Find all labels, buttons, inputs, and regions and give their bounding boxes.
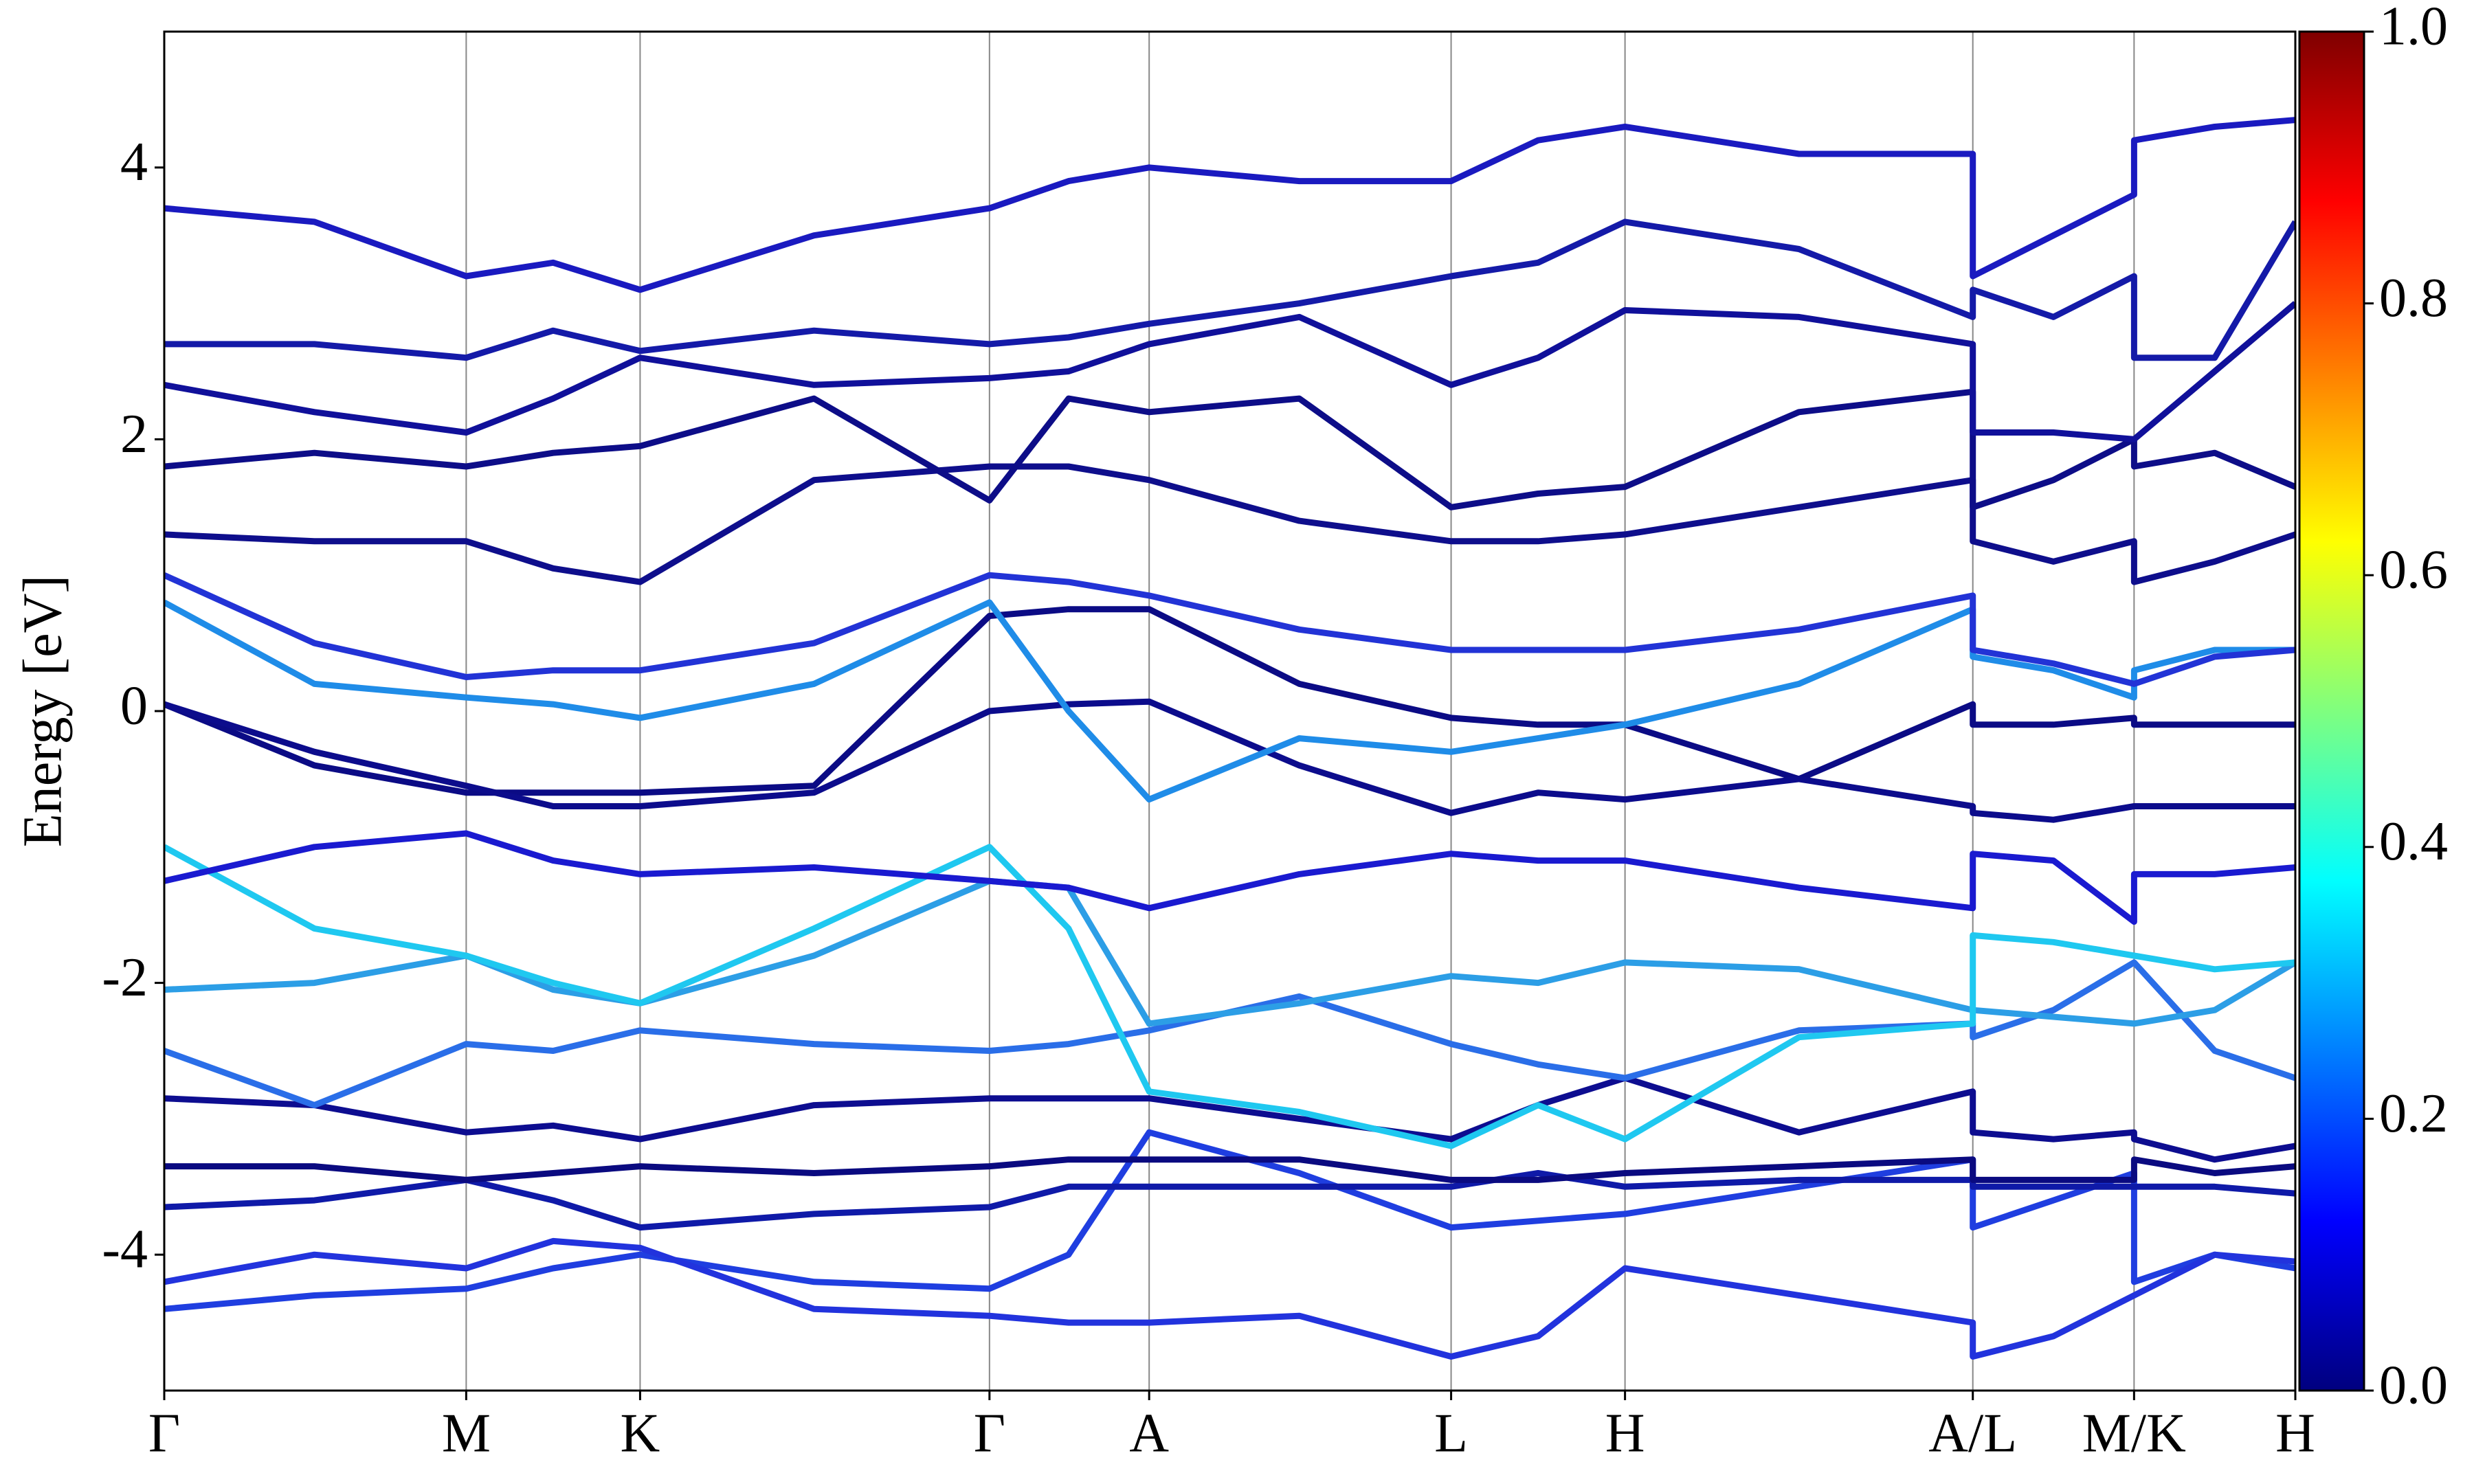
band-line [164,301,2295,442]
band-line [164,877,2295,1027]
band-line [164,606,2295,796]
colorbar-tick-label: 0.6 [2379,540,2448,600]
x-tick-label: A/L [1928,1403,2017,1463]
x-tick-label: A [1129,1403,1169,1463]
band-line [164,830,2295,925]
band-line [164,388,2295,510]
colorbar-tick-label: 0.8 [2379,268,2448,328]
y-axis-label: Energy [eV] [12,575,73,847]
colorbar-tick-label: 0.0 [2379,1355,2448,1415]
colorbar-tick-label: 0.4 [2379,811,2448,872]
band-line [164,572,2295,687]
band-line [164,463,2295,585]
colorbar-tick-label: 0.2 [2379,1083,2448,1144]
y-tick-label: 0 [120,675,148,736]
y-tick-label: -2 [102,947,148,1008]
band-line [164,599,2295,803]
band-line [164,1156,2295,1183]
band-line [164,1075,2295,1163]
x-tick-label: K [621,1403,660,1463]
band-line [164,1237,2295,1360]
y-tick-label: 2 [120,404,148,464]
band-line [164,218,2295,361]
plot-frame [163,30,2297,1392]
x-tick-label: Γ [148,1403,180,1463]
colorbar-tick-label: 1.0 [2379,0,2448,56]
band-line [164,117,2295,293]
x-tick-label: Γ [974,1403,1005,1463]
band-line [164,698,2295,823]
x-tick-label: H [2275,1403,2315,1463]
band-line [164,844,2295,1149]
colorbar [2298,30,2365,1392]
x-tick-label: L [1434,1403,1468,1463]
x-tick-label: M [442,1403,491,1463]
x-tick-label: M/K [2082,1403,2186,1463]
x-tick-label: H [1605,1403,1645,1463]
bands [164,117,2295,1360]
band-line [164,1170,2295,1231]
y-tick-label: -4 [102,1219,148,1280]
y-tick-label: 4 [120,132,148,192]
